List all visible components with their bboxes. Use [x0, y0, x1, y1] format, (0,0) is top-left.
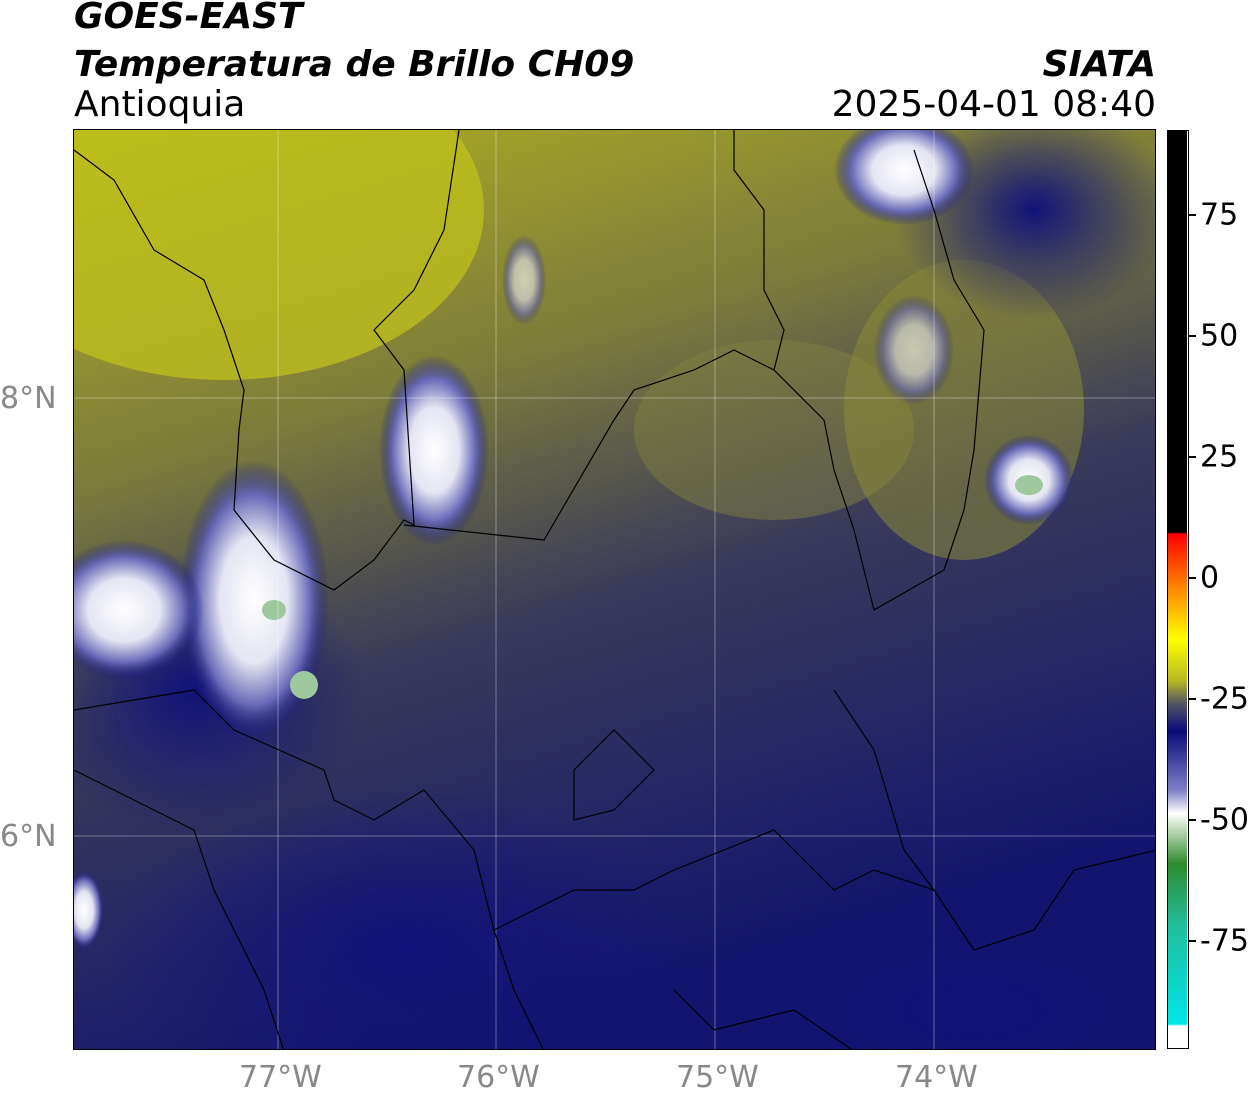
colorbar-tick-label: 0 — [1200, 560, 1220, 596]
map-image — [74, 130, 1155, 1049]
colorbar-tick-mark — [1189, 456, 1196, 458]
longitude-label: 77°W — [239, 1060, 322, 1095]
colorbar-tick-mark — [1189, 214, 1196, 216]
longitude-label: 76°W — [457, 1060, 540, 1095]
latitude-label: 8°N — [0, 381, 57, 416]
colorbar-tick-mark — [1189, 335, 1196, 337]
longitude-label: 74°W — [895, 1060, 978, 1095]
colorbar-tick-label: -25 — [1200, 681, 1249, 717]
satellite-title: GOES-EAST — [74, 0, 303, 37]
colorbar-tick-label: -50 — [1200, 802, 1249, 838]
colorbar-tick-mark — [1189, 940, 1196, 942]
datetime-label: 2025-04-01 08:40 — [831, 84, 1156, 125]
colorbar-tick-label: 25 — [1200, 439, 1239, 475]
colorbar-tick-label: 50 — [1200, 318, 1239, 354]
colorbar-gradient — [1168, 131, 1187, 1047]
organization-label: SIATA — [1042, 44, 1156, 85]
colorbar-tick-mark — [1189, 819, 1196, 821]
region-label: Antioquia — [74, 84, 246, 125]
colorbar-tick-mark — [1189, 698, 1196, 700]
longitude-label: 75°W — [676, 1060, 759, 1095]
temperature-colorbar — [1167, 130, 1189, 1049]
product-title: Temperatura de Brillo CH09 — [74, 44, 635, 85]
colorbar-tick-label: -75 — [1200, 923, 1249, 959]
colorbar-tick-mark — [1189, 577, 1196, 579]
latitude-label: 6°N — [0, 819, 57, 854]
colorbar-tick-label: 75 — [1200, 197, 1239, 233]
brightness-temperature-map — [73, 129, 1156, 1050]
